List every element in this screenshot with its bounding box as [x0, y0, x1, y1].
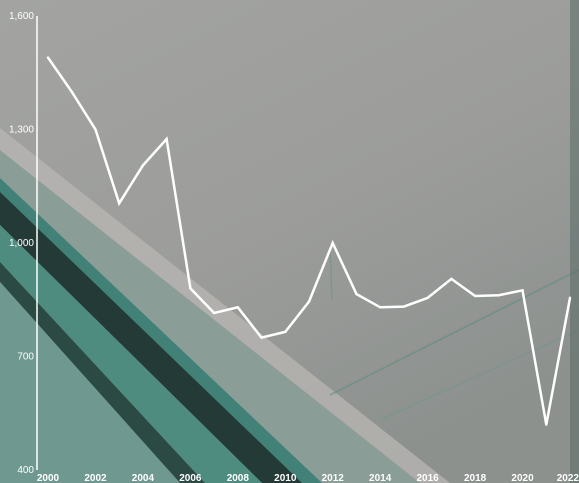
data-point: [307, 300, 311, 303]
x-axis-ticks: 2000 2002 2004 2006 2008 2010 2012 2014 2016 2018…: [37, 473, 579, 483]
y-tick-label: 700: [17, 352, 34, 363]
x-tick-label: 2012: [322, 473, 345, 483]
y-tick-label: 1,000: [9, 238, 34, 249]
x-tick-label: 2006: [179, 473, 202, 483]
data-point: [497, 294, 501, 297]
data-point: [260, 336, 263, 339]
data-point: [165, 137, 168, 141]
data-point: [117, 202, 121, 205]
x-tick-label: 2004: [132, 473, 155, 483]
data-point: [46, 56, 50, 59]
x-tick-label: 2022: [557, 473, 579, 483]
data-point: [70, 90, 73, 93]
data-point: [568, 296, 572, 300]
data-point: [284, 330, 287, 334]
y-tick-label: 1,300: [9, 125, 34, 136]
x-tick-label: 2002: [84, 473, 107, 483]
y-tick-label: 1,600: [9, 11, 34, 22]
data-point: [212, 311, 216, 315]
x-tick-label: 2016: [417, 473, 440, 483]
data-point: [450, 277, 453, 281]
x-tick-label: 2014: [369, 473, 392, 483]
data-point: [141, 164, 145, 167]
data-point: [473, 294, 477, 298]
data-point: [521, 289, 524, 292]
data-point: [236, 306, 240, 309]
x-tick-label: 2020: [511, 473, 534, 483]
data-point: [378, 306, 382, 309]
data-point: [545, 423, 548, 426]
data-point: [331, 241, 334, 245]
y-axis-ticks: 400 700 1,000 1,300 1,600: [9, 11, 34, 476]
data-point: [402, 305, 406, 308]
x-tick-label: 2018: [464, 473, 487, 483]
x-tick-label: 2000: [37, 473, 60, 483]
x-tick-label: 2008: [227, 473, 250, 483]
data-point: [189, 287, 192, 290]
series-group: [46, 56, 572, 426]
x-tick-label: 2010: [274, 473, 297, 483]
data-point: [426, 296, 429, 300]
y-tick-label: 400: [17, 465, 34, 476]
data-point: [355, 292, 358, 296]
data-point: [94, 128, 97, 131]
